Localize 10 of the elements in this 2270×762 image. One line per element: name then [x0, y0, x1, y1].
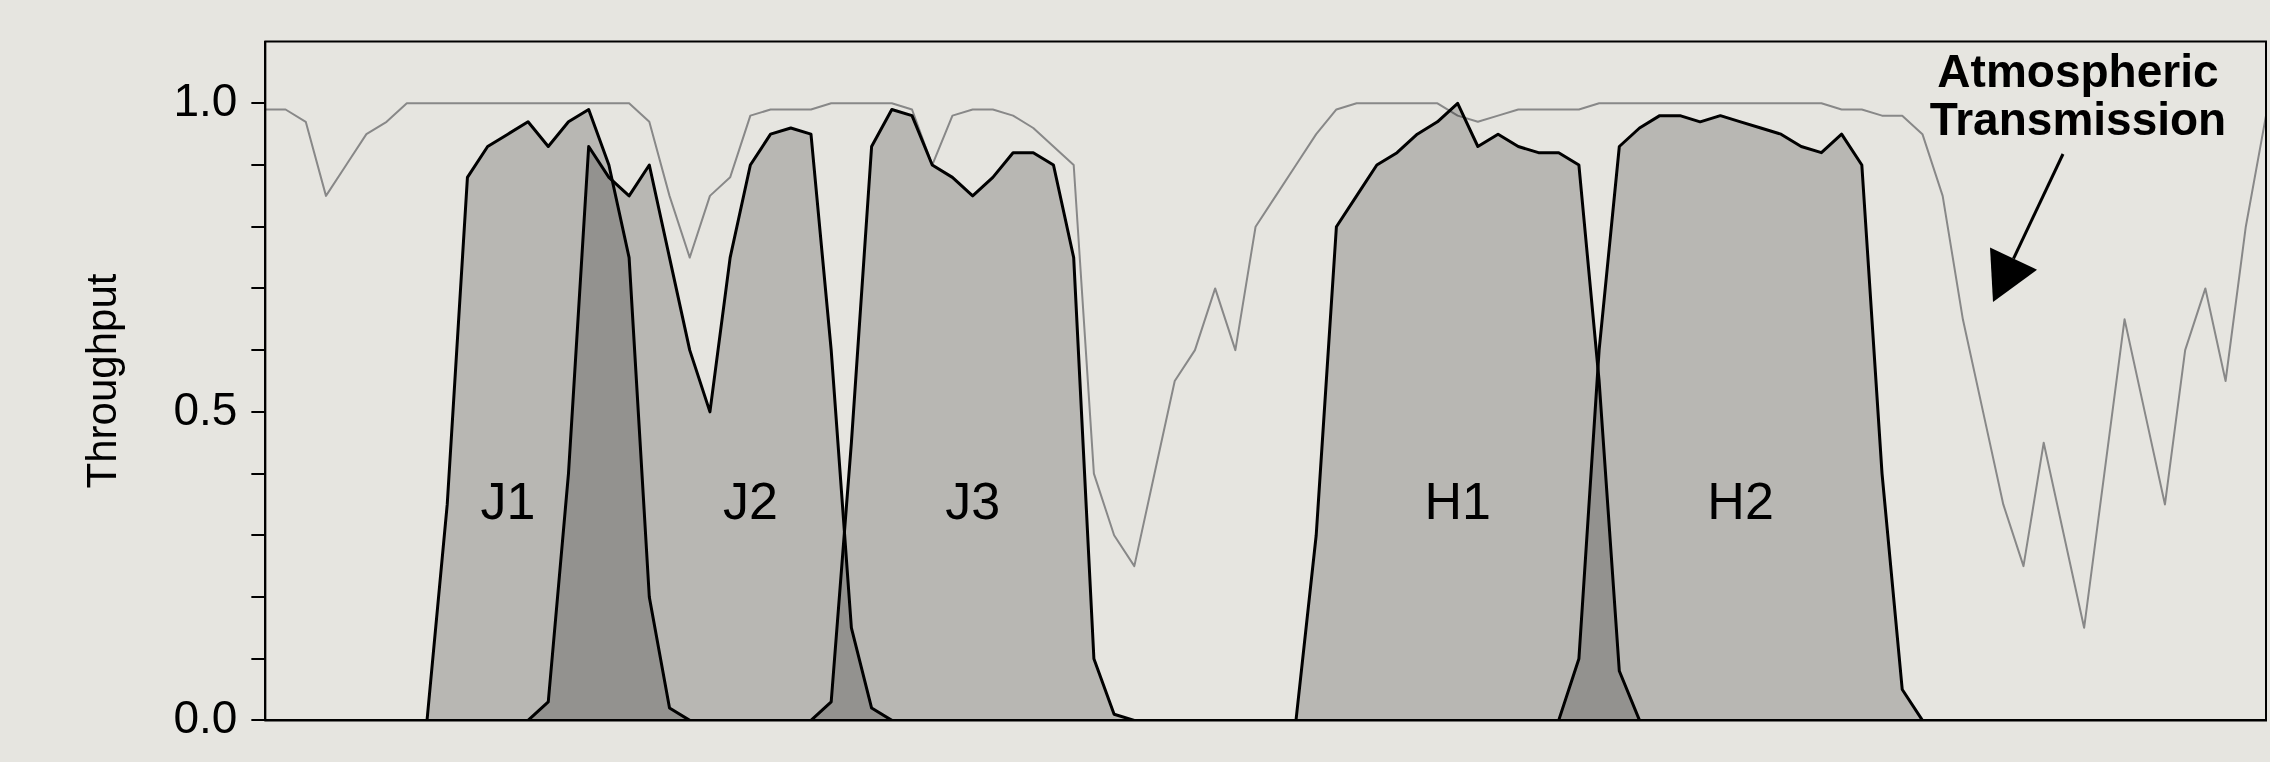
- y-axis-title: Throughput: [77, 273, 125, 489]
- series-label: H2: [1707, 471, 1774, 530]
- y-tick-label: 0.5: [173, 382, 238, 435]
- series-label: J3: [945, 471, 1001, 530]
- series-label: J2: [722, 471, 778, 530]
- y-tick-label: 1.0: [173, 74, 238, 126]
- series-label: J1: [480, 471, 536, 530]
- series-label: Atmospheric Transmission: [1929, 45, 2227, 146]
- series-label: H1: [1424, 471, 1491, 530]
- y-tick-label: 0.0: [173, 691, 238, 744]
